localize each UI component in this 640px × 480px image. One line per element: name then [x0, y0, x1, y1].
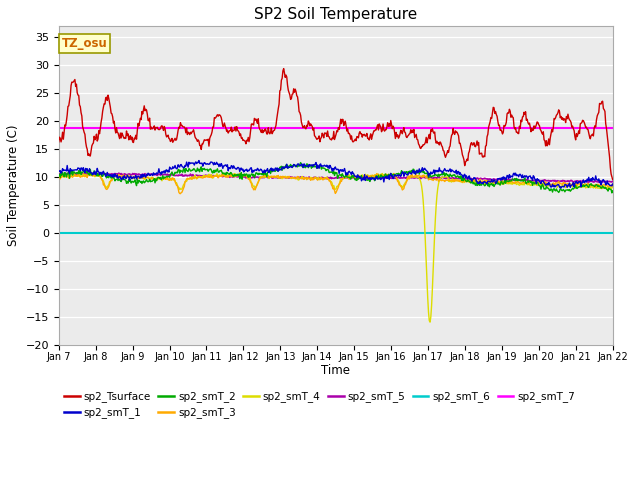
- Title: SP2 Soil Temperature: SP2 Soil Temperature: [254, 7, 417, 22]
- Y-axis label: Soil Temperature (C): Soil Temperature (C): [7, 125, 20, 246]
- Legend: sp2_Tsurface, sp2_smT_1, sp2_smT_2, sp2_smT_3, sp2_smT_4, sp2_smT_5, sp2_smT_6, : sp2_Tsurface, sp2_smT_1, sp2_smT_2, sp2_…: [64, 392, 575, 419]
- Text: TZ_osu: TZ_osu: [61, 37, 108, 50]
- X-axis label: Time: Time: [321, 364, 350, 377]
